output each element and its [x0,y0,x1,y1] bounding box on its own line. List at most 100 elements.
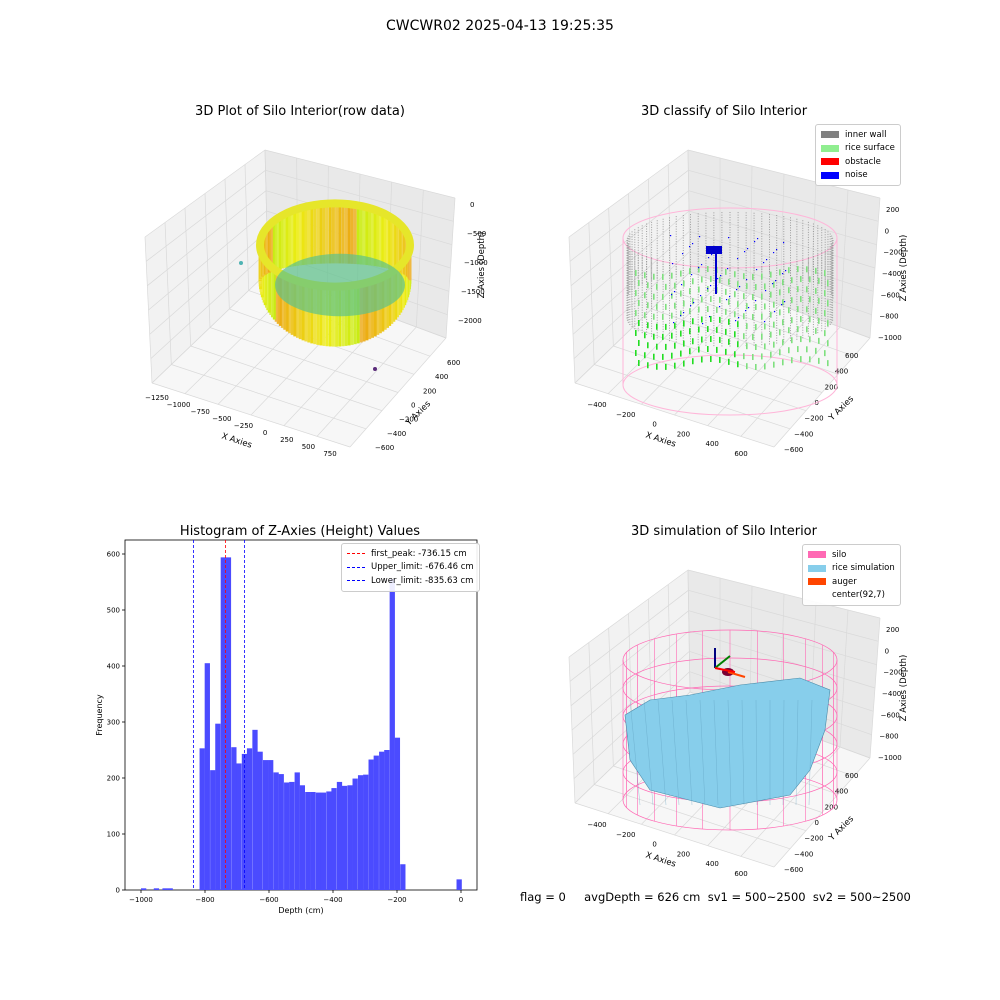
rice-surface-points [674,282,676,289]
noise-points [763,262,765,264]
noise-points [775,280,777,282]
silo-wireframe [622,769,838,831]
rice-surface-points [770,311,772,318]
noise-points [683,312,685,314]
z-tick-label: −500 [467,230,486,238]
noise-points [782,273,784,275]
rice-surface-points [809,316,811,323]
grid-line [184,207,192,347]
rice-surface-points [809,276,811,283]
rice-surface-points [770,291,772,298]
legend-swatch [821,171,839,179]
rice-surface-points [656,283,658,290]
grid-line [687,569,691,693]
histogram-bar [305,792,311,890]
rice-surface-points [764,343,766,350]
grid-line [574,382,775,448]
legend-swatch [821,144,839,152]
z-tick-label: 200 [886,626,899,634]
rice-surface-points [764,283,766,290]
rice-surface-points [674,302,676,309]
grid-line [574,691,691,804]
rice-surface-points [755,363,757,370]
z-tick-label: −1500 [461,288,485,296]
z-tick-label: −800 [879,733,898,741]
raw-plot-title: 3D Plot of Silo Interior(row data) [195,104,405,119]
rice-surface-points [791,337,793,344]
rice-surface-points [761,353,763,360]
left-pane [145,150,268,383]
z-tick-label: −2000 [458,317,482,325]
rice-surface-points [788,327,790,334]
rice-surface-points [656,323,658,330]
grid-line [386,181,393,317]
grid-line [809,181,817,317]
y-tick-label: 0 [815,399,819,407]
rice-mesh-line [713,699,719,806]
rice-surface-points [716,326,718,333]
legend-label: obstacle [845,156,881,167]
rice-surface-points [737,301,739,308]
rice-surface-points [788,347,790,354]
simulation-plot-title: 3D simulation of Silo Interior [631,524,817,539]
rice-surface-points [674,322,676,329]
grid-line [689,251,872,315]
rice-surface-points [638,360,640,366]
y-tick-label: −200 [804,835,823,843]
rice-surface-points [719,276,721,283]
rice-surface-points [707,306,709,313]
y-tick-label: −400 [794,430,813,438]
histogram-bar [352,778,358,890]
rice-surface-points [806,306,808,313]
rice-surface-points [764,323,766,330]
grid-line [415,189,424,328]
z-tick-label: −200 [883,669,902,677]
silo-outline [622,354,838,416]
rice-simulation-surface [624,677,831,809]
rice-surface-points [647,322,649,329]
legend-label: silo [832,549,847,560]
rice-surface-points [743,273,745,280]
rice-surface-points [782,339,784,346]
noise-points [783,242,785,244]
auger-head [722,668,734,676]
grid-line [356,173,361,306]
rice-surface-points [800,276,802,283]
left-pane [569,150,690,383]
rice-surface-points [734,351,736,358]
rice-surface-points [635,290,637,296]
x-tick-label: 0 [652,841,656,849]
rice-surface-points [788,287,790,294]
legend-line [347,566,365,568]
histogram-bar [141,888,147,890]
rice-surface-points [725,348,727,355]
rice-surface-points [815,347,817,354]
grid-line [244,164,250,291]
grid-line [687,149,691,273]
noise-points [744,251,746,253]
rice-surface-points [719,356,721,363]
rice-mesh-line [643,699,654,806]
rice-surface-points [788,307,790,314]
noise-points [728,237,730,239]
histogram-bar [394,737,401,890]
x-tick-label: 600 [734,450,747,458]
rice-surface-points [707,346,709,353]
legend-swatch [821,131,839,139]
noise-points [781,304,783,306]
grid-line [628,613,633,748]
rice-surface-points [737,281,739,288]
grid-line [588,642,595,785]
grid-line [349,337,447,448]
rice-surface-points [671,332,673,339]
noise-points [681,284,683,286]
noise-points [720,275,722,277]
histogram-title: Histogram of Z-Axies (Height) Values [179,524,421,539]
x-tick-label: −400 [587,401,606,409]
grid-line [688,210,876,269]
rice-mesh-line [727,699,732,806]
y-tick-label: 0 [815,819,819,827]
rice-surface-points [743,293,745,300]
grid-line [265,190,453,246]
rice-surface-points [773,321,775,328]
